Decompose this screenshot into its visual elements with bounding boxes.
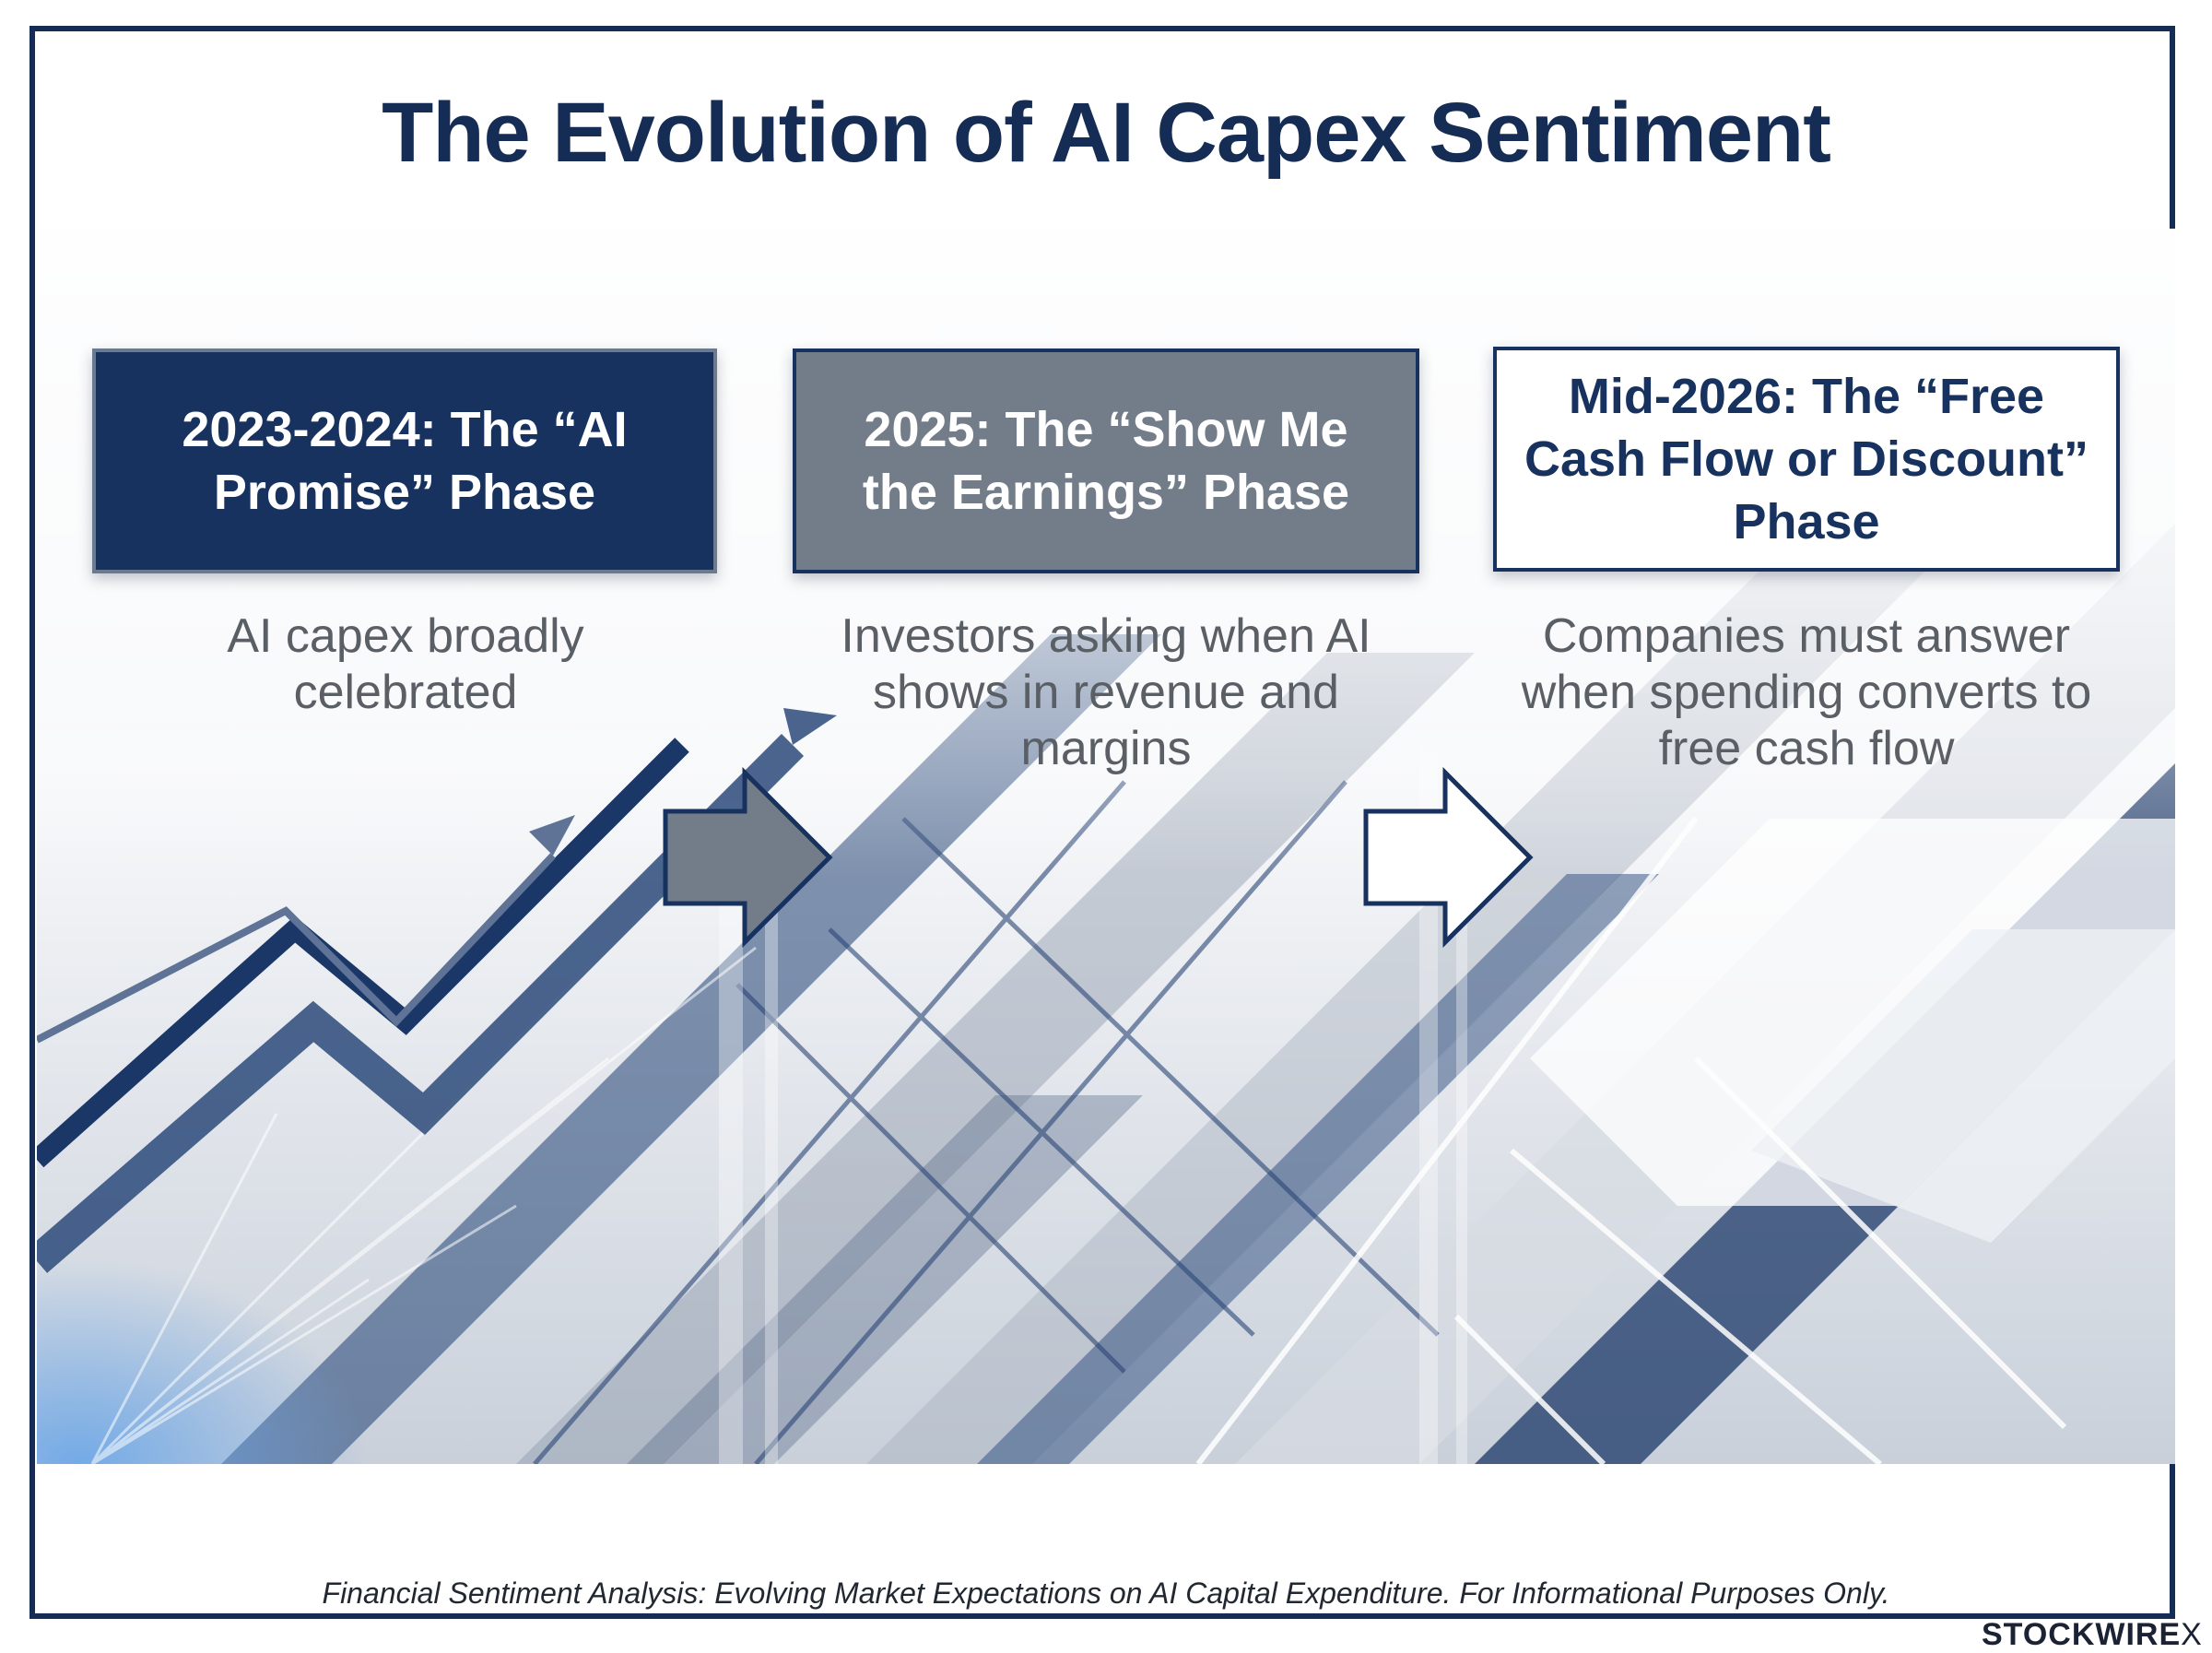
page-title: The Evolution of AI Capex Sentiment (382, 86, 1831, 180)
brand-mark: X (2181, 1617, 2203, 1652)
phase-2-description: Investors asking when AI shows in revenu… (841, 609, 1371, 775)
footer-disclaimer: Financial Sentiment Analysis: Evolving M… (322, 1576, 1890, 1610)
phase-3-description: Companies must answer when spending conv… (1521, 609, 2092, 775)
phase-1-description: AI capex broadly celebrated (227, 609, 584, 719)
arrow-right-icon (663, 767, 833, 948)
phase-1-heading: 2023-2024: The “AI Promise” Phase (182, 402, 628, 520)
arrow-right-icon (1363, 767, 1534, 948)
phase-2-box: 2025: The “Show Me the Earnings” Phase (793, 348, 1419, 573)
phase-3-box: Mid-2026: The “Free Cash Flow or Discoun… (1493, 347, 2120, 572)
brand-logo: STOCKWIREX (1982, 1617, 2203, 1653)
brand-name: STOCKWIRE (1982, 1617, 2182, 1652)
phase-2-heading: 2025: The “Show Me the Earnings” Phase (862, 402, 1350, 520)
phase-3-heading: Mid-2026: The “Free Cash Flow or Discoun… (1524, 369, 2089, 549)
phase-1-box: 2023-2024: The “AI Promise” Phase (92, 348, 717, 573)
